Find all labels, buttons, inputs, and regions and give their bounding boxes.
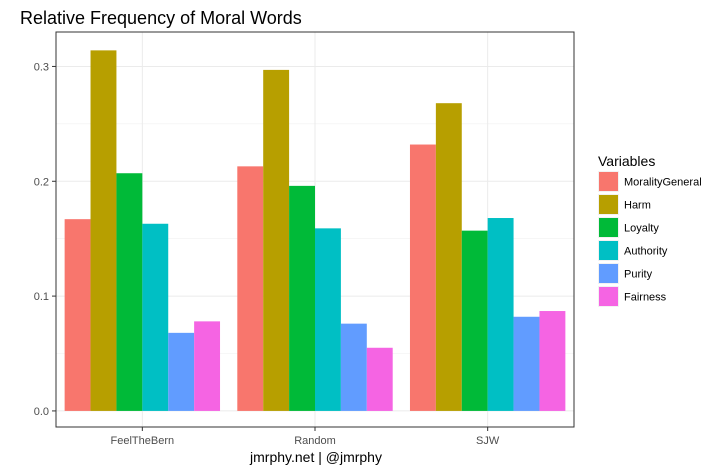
legend-key-purity <box>599 264 618 283</box>
legend-key-moralitygeneral <box>599 172 618 191</box>
legend-key-loyalty <box>599 218 618 237</box>
legend-label-loyalty: Loyalty <box>624 223 659 235</box>
bar-moralitygeneral-feelthebern <box>64 219 91 411</box>
legend-label-fairness: Fairness <box>624 292 667 304</box>
y-tick-label: 0.3 <box>34 61 49 73</box>
bar-harm-sjw <box>435 103 462 411</box>
legend-label-moralitygeneral: MoralityGeneral <box>624 177 702 189</box>
x-tick-label: SJW <box>476 435 500 447</box>
legend-key-harm <box>599 195 618 214</box>
legend-label-purity: Purity <box>624 269 653 281</box>
legend: Variables MoralityGeneral Harm Loyalty Auth… <box>598 153 702 307</box>
x-axis: FeelTheBern Random SJW <box>111 427 500 447</box>
bar-authority-sjw <box>487 218 514 411</box>
panel-border <box>55 31 575 428</box>
bar-loyalty-random <box>289 185 315 411</box>
y-tick-label: 0.0 <box>34 406 49 418</box>
bar-purity-feelthebern <box>168 332 195 411</box>
legend-label-authority: Authority <box>624 246 668 258</box>
bar-moralitygeneral-sjw <box>409 144 436 411</box>
bar-moralitygeneral-random <box>237 166 264 411</box>
legend-key-authority <box>599 241 618 260</box>
bar-authority-random <box>315 228 341 411</box>
legend-key-fairness <box>599 287 618 306</box>
x-tick-label: Random <box>294 435 336 447</box>
bar-fairness-feelthebern <box>194 321 221 411</box>
legend-label-harm: Harm <box>624 200 651 212</box>
legend-title: Variables <box>598 153 655 169</box>
y-tick-label: 0.1 <box>34 291 49 303</box>
x-tick-label: FeelTheBern <box>111 435 175 447</box>
bar-fairness-sjw <box>539 311 566 411</box>
y-axis: 0.0 0.1 0.2 0.3 <box>34 61 56 418</box>
bar-purity-sjw <box>513 316 540 411</box>
bar-fairness-random <box>366 347 393 411</box>
bar-loyalty-feelthebern <box>116 173 143 411</box>
bar-harm-feelthebern <box>90 50 117 411</box>
bar-purity-random <box>340 323 367 411</box>
chart-title: Relative Frequency of Moral Words <box>20 8 302 28</box>
bar-authority-feelthebern <box>142 223 169 411</box>
bar-harm-random <box>263 69 290 411</box>
bars <box>64 50 566 411</box>
bar-loyalty-sjw <box>461 230 488 411</box>
y-tick-label: 0.2 <box>34 176 49 188</box>
x-axis-title: jmrphy.net | @jmrphy <box>249 449 382 465</box>
